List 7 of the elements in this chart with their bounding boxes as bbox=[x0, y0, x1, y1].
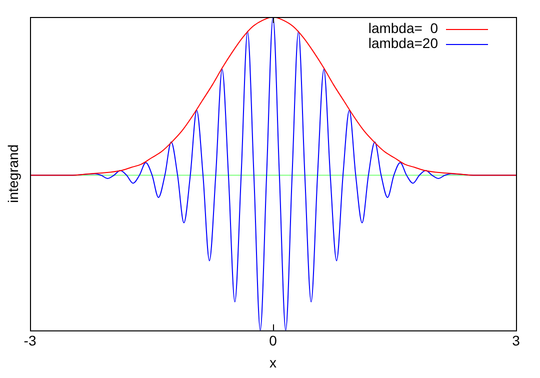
x-tick-label: 3 bbox=[512, 332, 520, 349]
y-axis-title: integrand bbox=[4, 144, 21, 203]
x-tick-label: 0 bbox=[269, 332, 278, 349]
x-axis-title: x bbox=[270, 354, 276, 370]
legend-label: lambda= 0 bbox=[368, 20, 438, 36]
legend-label: lambda=20 bbox=[368, 34, 438, 51]
x-tick-label: -3 bbox=[24, 332, 36, 349]
